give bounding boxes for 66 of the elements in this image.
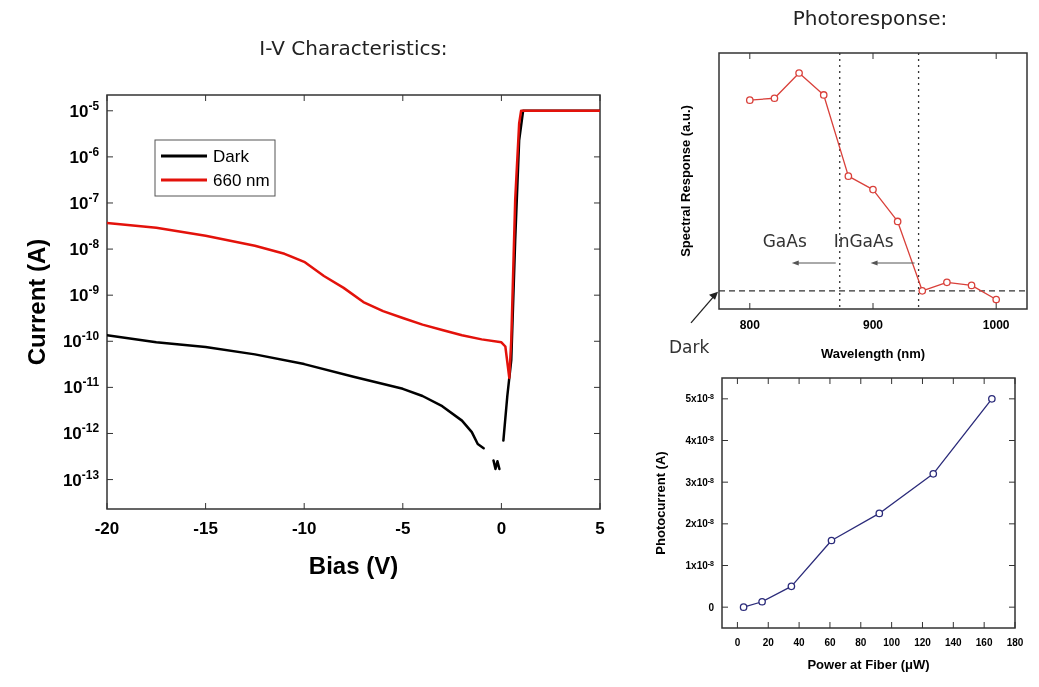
- annotation: InGaAs: [833, 231, 894, 251]
- x-axis-title: Wavelength (nm): [820, 346, 926, 361]
- x-tick-label: 0: [734, 637, 741, 648]
- x-tick-label: 60: [824, 637, 836, 648]
- point: [929, 469, 938, 478]
- y-tick-label: 4x10$^{-8}$: [685, 434, 715, 446]
- y-tick-label: 10$^{-12}$: [62, 421, 100, 444]
- x-tick-label: 900: [862, 318, 884, 332]
- point: [893, 217, 902, 226]
- x-tick-label: 180: [1006, 637, 1024, 648]
- point: [918, 286, 927, 295]
- x-tick-label: 80: [855, 637, 867, 648]
- chart-title: I-V Characteristics:: [259, 36, 448, 60]
- x-tick-label: 100: [883, 637, 901, 648]
- point: [795, 69, 803, 77]
- x-tick-label: 140: [944, 637, 963, 648]
- y-tick-label: 10$^{-6}$: [69, 144, 100, 167]
- y-tick-label: 5x10$^{-8}$: [685, 392, 715, 405]
- ref-line-label: Dark: [669, 336, 710, 357]
- x-tick-label: -10: [291, 519, 317, 538]
- y-tick-label: 10$^{-7}$: [69, 190, 100, 213]
- x-tick-label: -20: [94, 519, 120, 538]
- point: [758, 597, 766, 606]
- x-tick-label: -5: [395, 519, 411, 538]
- x-axis-title: Power at Fiber (μW): [807, 657, 930, 672]
- x-tick-label: 1000: [982, 318, 1010, 332]
- point: [943, 278, 951, 287]
- point: [967, 281, 976, 290]
- point: [745, 96, 754, 104]
- y-tick-label: 10$^{-9}$: [69, 283, 100, 306]
- point: [869, 185, 877, 194]
- x-tick-label: 800: [739, 318, 761, 332]
- x-tick-label: 120: [914, 637, 932, 648]
- point: [988, 394, 996, 403]
- y-tick-label: 2x10$^{-8}$: [685, 517, 715, 530]
- point: [739, 603, 748, 612]
- point: [992, 295, 1001, 304]
- point: [770, 94, 779, 103]
- y-tick-label: 10$^{-11}$: [63, 375, 100, 398]
- y-tick-label: 10$^{-8}$: [69, 237, 100, 260]
- x-tick-label: -15: [193, 519, 218, 538]
- y-tick-label: 3x10$^{-8}$: [685, 476, 715, 488]
- y-tick-label: 10$^{-13}$: [62, 467, 100, 490]
- line-series: [107, 109, 600, 380]
- point: [819, 91, 828, 99]
- legend-label: 660 nm: [213, 171, 270, 190]
- y-axis-title: Photocurrent (A): [653, 451, 668, 555]
- x-tick-label: 20: [762, 637, 775, 648]
- y-axis-title: Spectral Response (a.u.): [678, 105, 693, 257]
- x-tick-label: 40: [793, 637, 806, 648]
- y-tick-label: 10$^{-10}$: [62, 329, 100, 352]
- point: [875, 509, 884, 518]
- y-tick-label: 1x10$^{-8}$: [685, 559, 715, 571]
- x-axis-title: Bias (V): [308, 552, 399, 579]
- x-tick-label: 160: [975, 637, 993, 648]
- y-tick-label: 0: [708, 601, 715, 613]
- annotation: GaAs: [762, 231, 807, 251]
- chart-title: Photoresponse:: [792, 6, 948, 30]
- legend-label: Dark: [213, 147, 250, 166]
- point: [787, 582, 796, 591]
- x-tick-label: 0: [496, 519, 507, 538]
- point: [827, 536, 836, 545]
- point: [844, 172, 853, 180]
- y-axis-title: Current (A): [23, 238, 50, 366]
- y-tick-label: 10$^{-5}$: [69, 98, 100, 121]
- x-tick-label: 5: [595, 519, 605, 538]
